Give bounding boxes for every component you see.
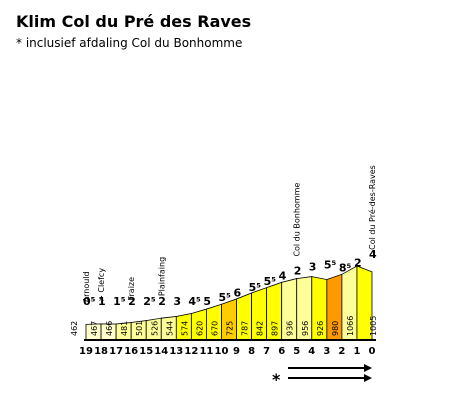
gradient-label: 2 — [158, 295, 166, 308]
altitude-label: 462 — [70, 321, 79, 336]
km-label: 8 — [248, 346, 255, 357]
altitude-label: 670 — [210, 321, 219, 336]
gradient-label: 2 — [128, 295, 136, 308]
gradient-label: 8⁵ — [339, 262, 352, 275]
altitude-label: 481 — [120, 321, 129, 336]
chart-subtitle: * inclusief afdaling Col du Bonhomme — [16, 36, 243, 50]
place-label: Arnould — [82, 271, 91, 302]
altitude-label: 466 — [105, 321, 114, 336]
legend-arrow-bottom-head — [364, 374, 372, 382]
legend-marker: * — [272, 370, 281, 389]
gradient-label: 5⁵ — [218, 291, 231, 304]
km-label: 10 — [215, 346, 229, 357]
place-label: Fraize — [127, 277, 136, 301]
km-label: 1 — [353, 346, 360, 357]
chart-title: Klim Col du Pré des Raves — [16, 12, 252, 31]
km-label: 11 — [199, 346, 213, 357]
km-label: 3 — [323, 346, 330, 357]
altitude-label: 526 — [150, 321, 159, 336]
km-label: 19 — [79, 346, 93, 357]
altitude-label: 544 — [165, 321, 174, 336]
km-label: 16 — [124, 346, 138, 357]
altitude-label: 956 — [301, 321, 310, 336]
gradient-label: 5⁵ — [264, 275, 277, 288]
altitude-label: 574 — [180, 321, 189, 336]
km-label: 17 — [109, 346, 123, 357]
altitude-label: 1005 — [369, 316, 378, 336]
altitude-label: 725 — [226, 321, 235, 336]
altitude-label: 501 — [135, 321, 144, 336]
place-label: Col du Bonhomme — [293, 183, 302, 257]
gradient-label: 4 — [279, 270, 287, 283]
km-label: 7 — [263, 346, 270, 357]
gradient-label: 3 — [309, 261, 317, 274]
gradient-label: 1⁵ — [113, 295, 126, 308]
km-label: 2 — [338, 346, 345, 357]
altitude-label: 620 — [195, 321, 204, 336]
gradient-label: 4 — [369, 248, 377, 261]
altitude-label: 467 — [90, 321, 99, 336]
place-label: Col du Pré-des-Raves — [367, 165, 377, 250]
altitude-label: 842 — [256, 321, 265, 336]
place-label: > Clefcy — [97, 268, 106, 302]
km-label: 5 — [293, 346, 300, 357]
gradient-label: 5 — [203, 295, 211, 308]
altitude-label: 980 — [331, 321, 340, 336]
gradient-label: 3 — [173, 295, 181, 308]
place-label: Plainfaing — [157, 257, 166, 296]
gradient-label: 6 — [234, 286, 242, 299]
km-label: 12 — [184, 346, 198, 357]
km-label: 9 — [233, 346, 240, 357]
km-label: 6 — [278, 346, 285, 357]
km-label: 14 — [154, 346, 168, 357]
altitude-label: 897 — [271, 321, 280, 336]
altitude-label: 936 — [286, 321, 295, 336]
gradient-label: 2 — [294, 264, 302, 277]
km-label: 13 — [169, 346, 183, 357]
altitude-label: 1066 — [346, 316, 355, 336]
km-label: 0 — [369, 346, 376, 357]
gradient-label: 4⁵ — [188, 295, 201, 308]
km-label: 18 — [94, 346, 108, 357]
gradient-label: 2 — [354, 256, 362, 269]
gradient-label: 2⁵ — [143, 295, 156, 308]
altitude-label: 787 — [241, 321, 250, 336]
gradient-label: 1 — [98, 295, 106, 308]
km-label: 15 — [139, 346, 153, 357]
gradient-label: 5⁵ — [249, 281, 262, 294]
gradient-label: 5⁵ — [324, 259, 337, 272]
altitude-label: 926 — [316, 321, 325, 336]
legend-arrow-top-head — [364, 364, 372, 372]
km-label: 4 — [308, 346, 315, 357]
gradient-label: 0⁵ — [83, 295, 96, 308]
